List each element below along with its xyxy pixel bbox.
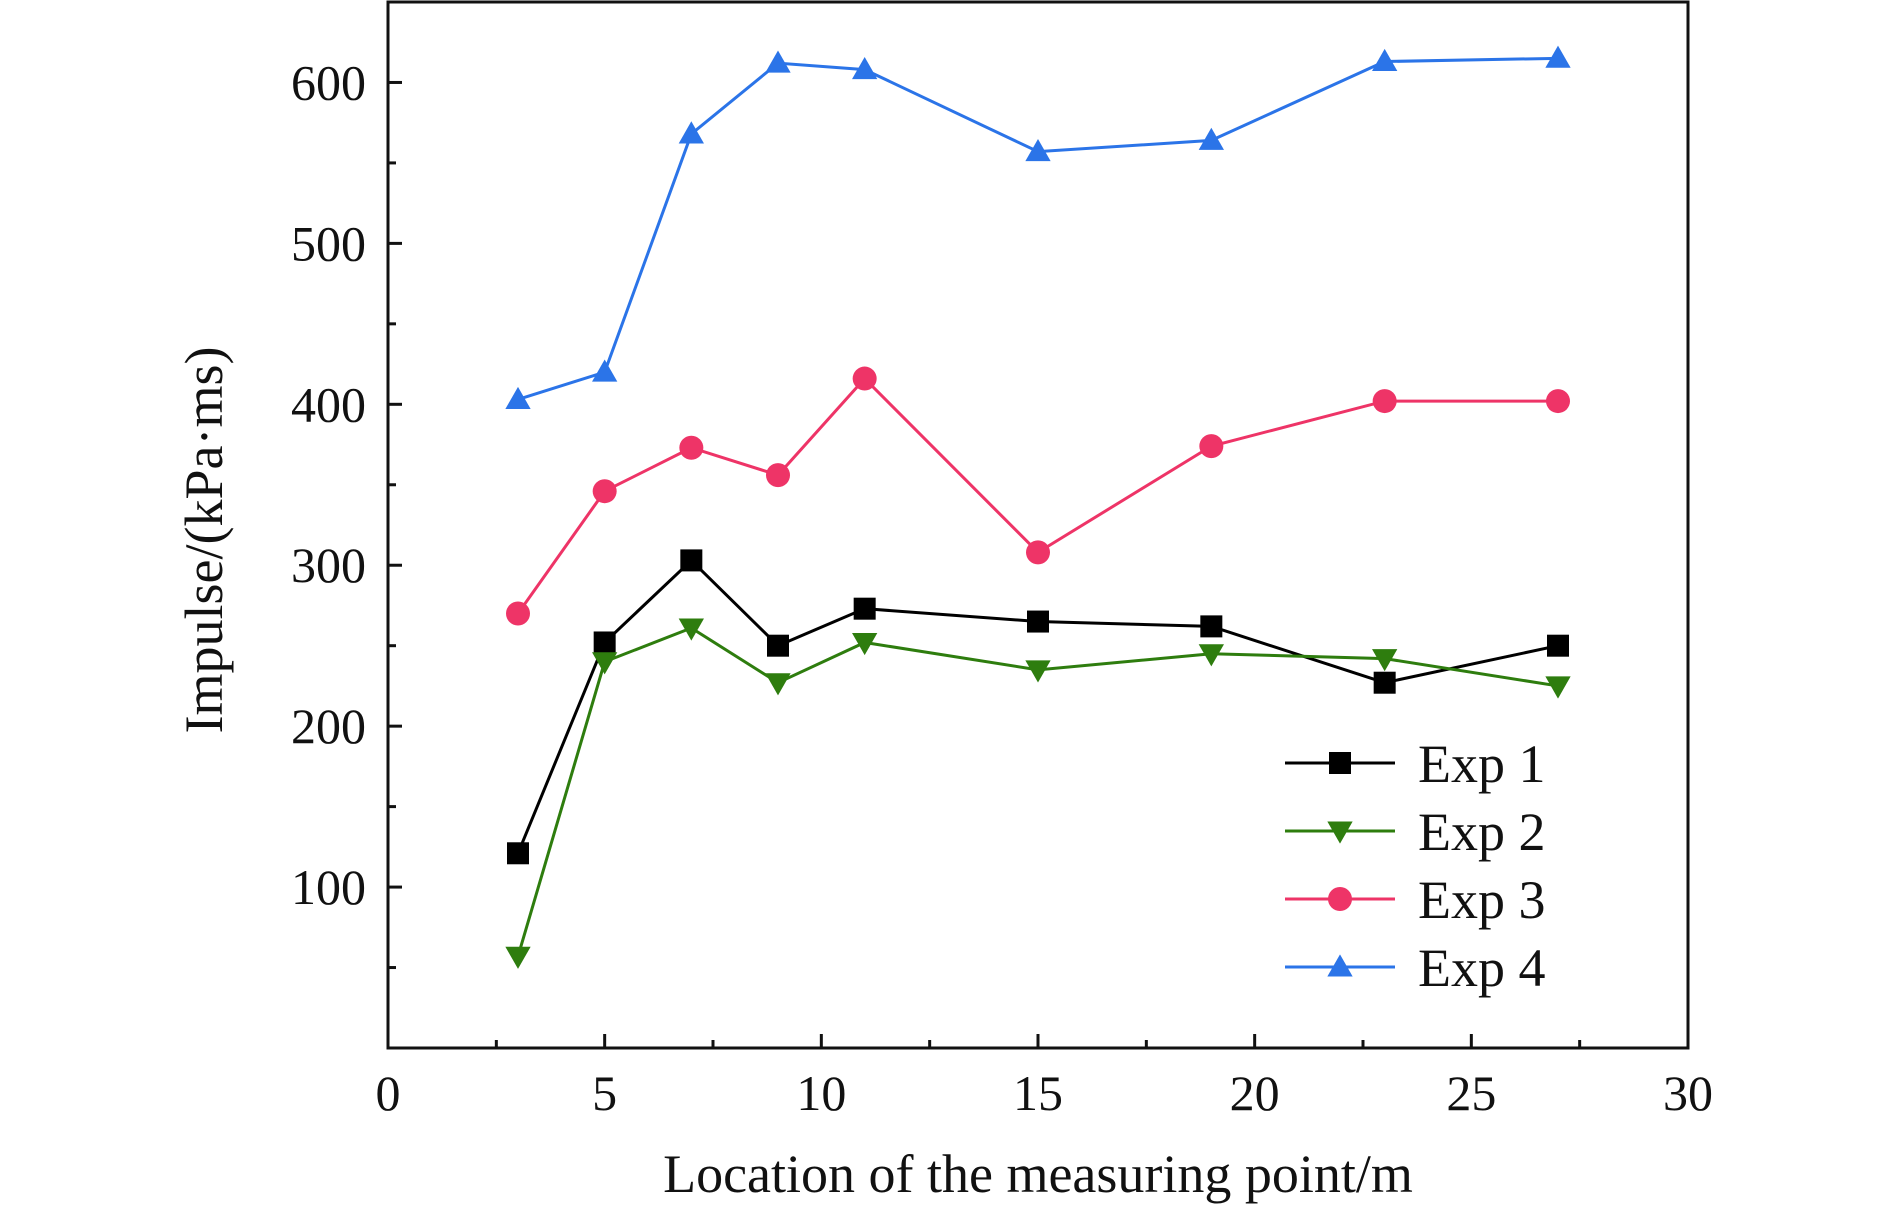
x-tick-label: 30 [1663,1065,1713,1121]
x-tick-label: 0 [376,1065,401,1121]
data-point [1547,634,1569,657]
data-point [767,634,789,657]
data-point [1545,676,1571,699]
y-tick-label: 400 [291,376,366,432]
series-exp-1 [507,549,1569,865]
y-tick-label: 500 [291,215,366,271]
x-tick-label: 20 [1230,1065,1280,1121]
data-point [592,359,618,382]
legend-label: Exp 2 [1418,802,1546,862]
legend-label: Exp 4 [1418,938,1546,998]
data-point [1372,649,1398,672]
legend-marker [1327,954,1353,977]
series-line [516,558,1559,854]
data-point [592,652,618,675]
data-point [1372,389,1397,414]
data-point [1198,127,1224,150]
legend-marker [1329,752,1351,774]
data-point [853,597,876,620]
data-point [852,56,878,80]
data-point [593,631,616,654]
series-exp-2 [505,618,1571,969]
data-point [1373,671,1396,694]
x-tick-label: 10 [796,1065,846,1121]
data-point [679,435,704,460]
data-point [1372,48,1398,72]
series-exp-4 [505,45,1571,409]
data-point [1025,139,1051,162]
series-layer [505,45,1571,969]
legend-marker [1327,821,1353,844]
legend-item: Exp 2 [1285,802,1546,862]
legend-item: Exp 4 [1285,938,1546,998]
y-tick-label: 600 [291,54,366,110]
data-point [1026,540,1050,565]
data-point [1200,615,1223,638]
data-point [507,842,529,865]
legend-item: Exp 3 [1285,870,1546,930]
data-point [852,632,878,656]
x-tick-label: 15 [1013,1065,1063,1121]
data-point [1027,610,1049,633]
legend-item: Exp 1 [1285,734,1546,794]
y-tick-label: 300 [291,537,366,593]
data-point [852,366,877,391]
data-point [1198,644,1224,667]
data-point [1545,45,1571,68]
data-point [505,386,531,409]
data-point [505,946,531,969]
legend-label: Exp 3 [1418,870,1546,930]
data-point [765,673,791,696]
data-point [506,601,530,626]
x-tick-label: 25 [1446,1065,1496,1121]
data-point [678,618,704,641]
data-point [765,50,791,73]
data-point [1199,434,1224,459]
data-point [1546,389,1570,414]
series-exp-3 [506,366,1570,626]
y-tick-label: 200 [291,698,366,754]
series-line [517,56,1559,401]
data-point [678,121,704,144]
x-axis: 0 5 10 15 20 25 30 [376,1034,1713,1121]
y-tick-label: 100 [291,859,366,915]
legend: Exp 1 Exp 2 Exp 3 Exp 4 [1285,734,1546,998]
legend-label: Exp 1 [1418,734,1546,794]
data-point [592,479,617,504]
x-axis-title: Location of the measuring point/m [663,1144,1413,1204]
legend-marker [1328,887,1352,911]
data-point [1025,660,1051,683]
data-point [680,549,703,572]
data-point [766,463,790,488]
y-axis: 100 200 300 400 500 600 [291,54,402,970]
y-axis-title: Impulse/(kPa·ms) [174,347,234,734]
x-tick-label: 5 [592,1065,617,1121]
